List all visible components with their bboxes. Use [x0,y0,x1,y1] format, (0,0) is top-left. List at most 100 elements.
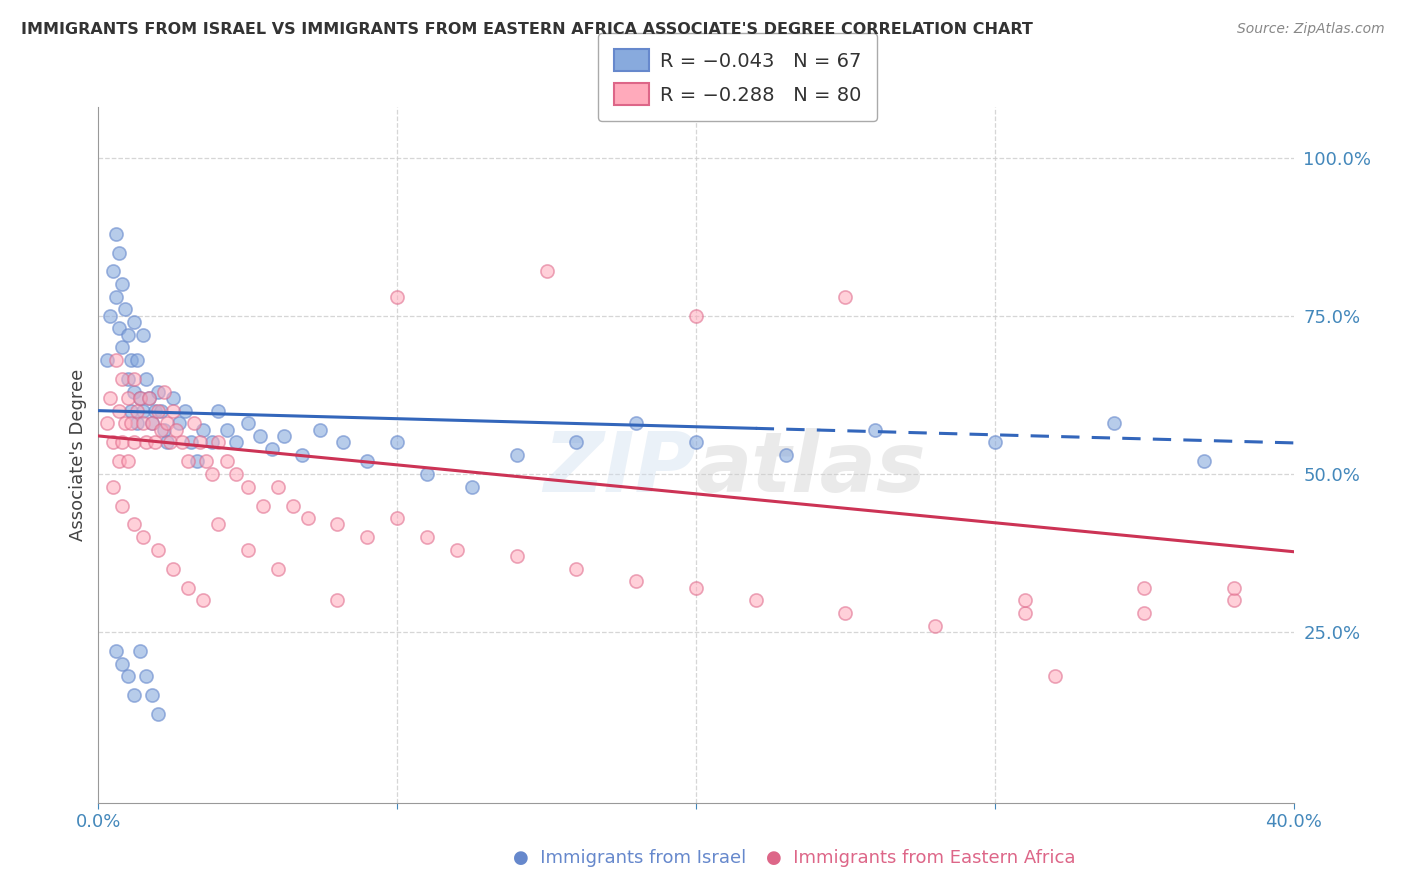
Point [153,423,176,437]
Point [103,435,125,450]
Text: IMMIGRANTS FROM ISRAEL VS IMMIGRANTS FROM EASTERN AFRICA ASSOCIATE'S DEGREE CORR: IMMIGRANTS FROM ISRAEL VS IMMIGRANTS FRO… [21,22,1033,37]
Point [120,417,142,431]
Point [252,499,274,513]
Point [201,435,224,450]
Point [236,542,259,557]
Text: ●  Immigrants from Eastern Africa: ● Immigrants from Eastern Africa [766,849,1076,867]
Point [124,688,146,702]
Point [148,542,170,557]
Point [1104,417,1126,431]
Point [416,530,439,544]
Point [105,290,128,304]
Point [138,391,160,405]
Point [267,479,290,493]
Y-axis label: Associate's Degree: Associate's Degree [69,368,87,541]
Point [141,417,163,431]
Point [1014,606,1036,620]
Point [745,593,768,607]
Point [626,574,648,589]
Point [162,391,184,405]
Text: ZIP: ZIP [543,428,696,509]
Text: atlas: atlas [696,428,927,509]
Point [249,429,271,443]
Point [177,581,200,595]
Point [291,448,314,462]
Point [236,479,259,493]
Point [356,454,378,468]
Point [138,391,160,405]
Point [385,511,409,525]
Point [124,384,146,399]
Point [148,707,170,722]
Point [297,511,319,525]
Point [1043,669,1066,683]
Text: Source: ZipAtlas.com: Source: ZipAtlas.com [1237,22,1385,37]
Point [120,353,142,368]
Point [114,417,136,431]
Point [191,593,214,607]
Point [183,417,205,431]
Point [111,435,134,450]
Point [111,340,134,354]
Point [215,454,238,468]
Point [174,403,197,417]
Point [685,581,707,595]
Text: ●  Immigrants from Israel: ● Immigrants from Israel [513,849,747,867]
Point [865,423,887,437]
Point [162,403,184,417]
Point [111,499,134,513]
Point [127,417,149,431]
Point [108,245,131,260]
Point [108,454,131,468]
Legend: R = −0.043   N = 67, R = −0.288   N = 80: R = −0.043 N = 67, R = −0.288 N = 80 [598,33,877,121]
Point [207,435,229,450]
Point [177,454,200,468]
Point [117,391,139,405]
Point [180,435,202,450]
Point [135,372,157,386]
Point [225,467,247,481]
Point [129,644,152,658]
Point [1014,593,1036,607]
Point [135,435,157,450]
Point [143,403,166,417]
Point [273,429,295,443]
Point [565,562,588,576]
Point [1223,581,1246,595]
Point [446,542,468,557]
Point [506,448,529,462]
Point [132,403,155,417]
Point [332,435,354,450]
Point [132,530,155,544]
Point [165,423,187,437]
Point [267,562,290,576]
Point [105,644,128,658]
Point [308,423,330,437]
Point [124,372,146,386]
Point [326,593,349,607]
Point [117,669,139,683]
Point [167,417,190,431]
Point [103,479,125,493]
Point [626,417,648,431]
Point [105,227,128,241]
Point [111,657,134,671]
Point [172,435,194,450]
Point [129,391,152,405]
Point [117,372,139,386]
Point [188,435,211,450]
Point [191,423,214,437]
Point [141,417,163,431]
Point [111,372,134,386]
Point [685,309,707,323]
Point [124,517,146,532]
Point [201,467,224,481]
Point [124,315,146,329]
Point [775,448,797,462]
Point [108,321,131,335]
Point [326,517,349,532]
Point [207,517,229,532]
Point [120,403,142,417]
Point [1133,581,1156,595]
Point [834,290,856,304]
